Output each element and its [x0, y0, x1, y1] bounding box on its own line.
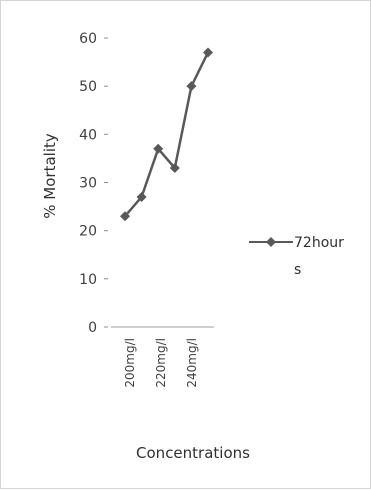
- x-axis-category-labels: 200mg/l 220mg/l 240mg/l: [123, 338, 199, 388]
- legend: 72hour s: [249, 235, 344, 278]
- data-point-marker: [186, 81, 197, 92]
- legend-marker: [266, 237, 276, 247]
- y-tick-label: 0: [88, 320, 97, 336]
- series-line: [124, 51, 210, 218]
- series-layer: [120, 47, 213, 222]
- data-point-marker: [136, 191, 147, 202]
- data-point-marker: [120, 211, 130, 222]
- legend-label-wrap: s: [294, 262, 301, 278]
- data-point-marker: [153, 143, 164, 154]
- y-axis-title: % Mortality: [41, 133, 59, 219]
- data-point-marker: [169, 163, 180, 174]
- y-tick-label: 20: [79, 224, 97, 240]
- y-axis-ticks: 0 10 20 30 40 50 60: [79, 31, 108, 336]
- x-category-label: 220mg/l: [154, 338, 168, 388]
- x-category-label: 240mg/l: [185, 338, 199, 388]
- y-tick-label: 50: [79, 79, 97, 95]
- y-tick-label: 40: [79, 127, 97, 143]
- y-tick-label: 10: [79, 272, 97, 288]
- legend-label: 72hour: [294, 235, 344, 251]
- y-tick-label: 30: [79, 176, 97, 192]
- y-tick-label: 60: [79, 31, 97, 47]
- x-axis-title: Concentrations: [136, 444, 250, 462]
- data-point-marker: [203, 47, 213, 58]
- x-category-label: 200mg/l: [123, 338, 137, 388]
